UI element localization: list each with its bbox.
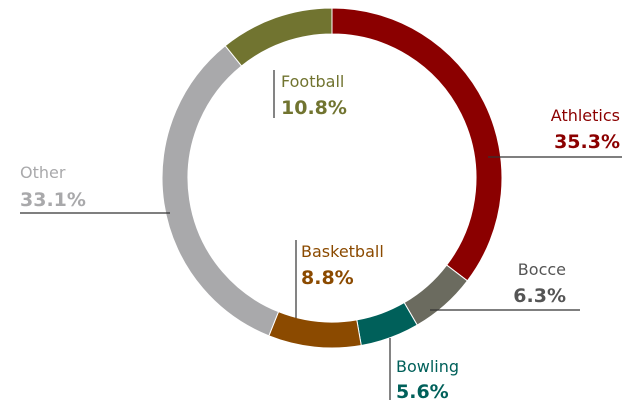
label-name-football: Football: [281, 72, 344, 91]
slice-basketball: [268, 311, 362, 349]
slice-bocce: [403, 264, 469, 326]
slice-bowling: [356, 301, 418, 347]
label-value-basketball: 8.8%: [301, 267, 354, 289]
label-name-athletics: Athletics: [551, 106, 620, 125]
label-name-bowling: Bowling: [396, 357, 459, 376]
label-value-football: 10.8%: [281, 97, 347, 119]
label-name-bocce: Bocce: [518, 260, 566, 279]
label-value-bowling: 5.6%: [396, 381, 449, 402]
slice-other: [161, 45, 280, 337]
slice-athletics: [331, 7, 503, 282]
label-name-basketball: Basketball: [301, 242, 384, 261]
slice-football: [224, 7, 333, 67]
label-value-athletics: 35.3%: [554, 131, 620, 153]
label-value-other: 33.1%: [20, 189, 86, 211]
label-name-other: Other: [20, 163, 66, 182]
label-value-bocce: 6.3%: [513, 285, 566, 307]
